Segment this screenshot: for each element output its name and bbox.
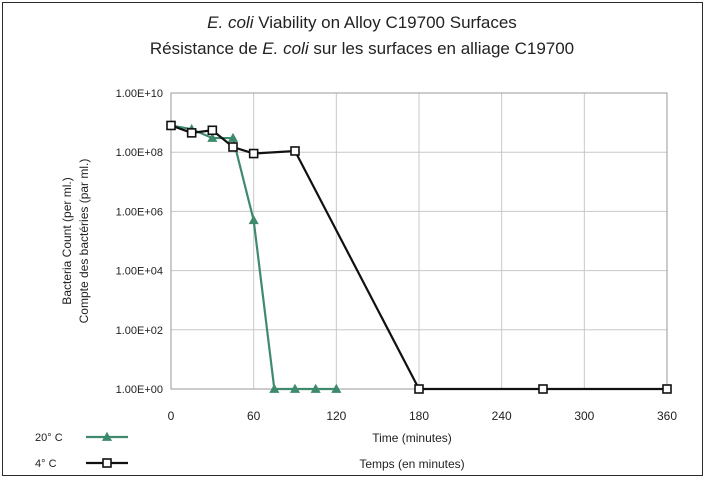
data-point [248,215,259,225]
title2-post: sur les surfaces en alliage C19700 [309,39,575,58]
data-point [289,383,301,393]
y-axis-label-fr: Compte des bactéries (par ml.) [77,159,91,324]
title1-rest: Viability on Alloy C19700 Surfaces [253,13,516,32]
x-axis-label-en: Time (minutes) [372,431,452,445]
series-4c [166,120,672,394]
x-tick-label: 180 [409,409,429,423]
y-tick-label: 1.00E+08 [116,147,163,159]
data-point [310,383,321,393]
data-point [414,384,424,394]
legend-label: 4° C [35,458,57,470]
y-axis-label-en: Bacteria Count (per ml.) [60,177,74,304]
y-tick-label: 1.00E+04 [116,266,163,278]
data-point [228,142,238,152]
data-point [227,132,239,142]
legend: 20° C 4° C [35,431,128,470]
x-axis-label-fr: Temps (en minutes) [359,457,464,471]
data-point [538,384,548,394]
x-tick-label: 0 [168,409,175,423]
data-point [662,384,672,394]
legend-marker [102,458,112,468]
chart-title-line2: Résistance de E. coli sur les surfaces e… [150,39,574,58]
legend-marker [101,431,113,441]
x-tick-label: 240 [492,409,512,423]
y-tick-label: 1.00E+00 [116,384,163,396]
y-tick-label: 1.00E+02 [116,325,163,337]
x-tick-label: 60 [247,409,261,423]
data-point [166,120,176,131]
y-tick-label: 1.00E+10 [116,88,163,100]
data-point [186,128,197,138]
data-point [269,383,280,393]
data-point [207,132,218,142]
x-tick-label: 120 [326,409,346,423]
x-tick-label: 360 [657,409,677,423]
title2-pre: Résistance de [150,39,262,58]
gridlines [171,92,668,389]
series-layer [165,120,672,394]
legend-label: 20° C [35,432,63,444]
tick-labels: 0 60 120 180 240 300 360 1.00E+00 1.00E+02 1.00E+… [116,88,678,423]
title2-italic: E. coli [262,39,310,58]
x-tick-label: 300 [574,409,594,423]
data-point [290,146,300,156]
data-point [331,383,342,393]
data-point [207,125,218,136]
chart-frame [2,2,703,476]
y-tick-label: 1.00E+06 [116,206,163,218]
data-point [248,148,259,159]
title1-italic: E. coli [207,13,255,32]
chart-title-line1: E. coli Viability on Alloy C19700 Surfac… [207,13,517,32]
